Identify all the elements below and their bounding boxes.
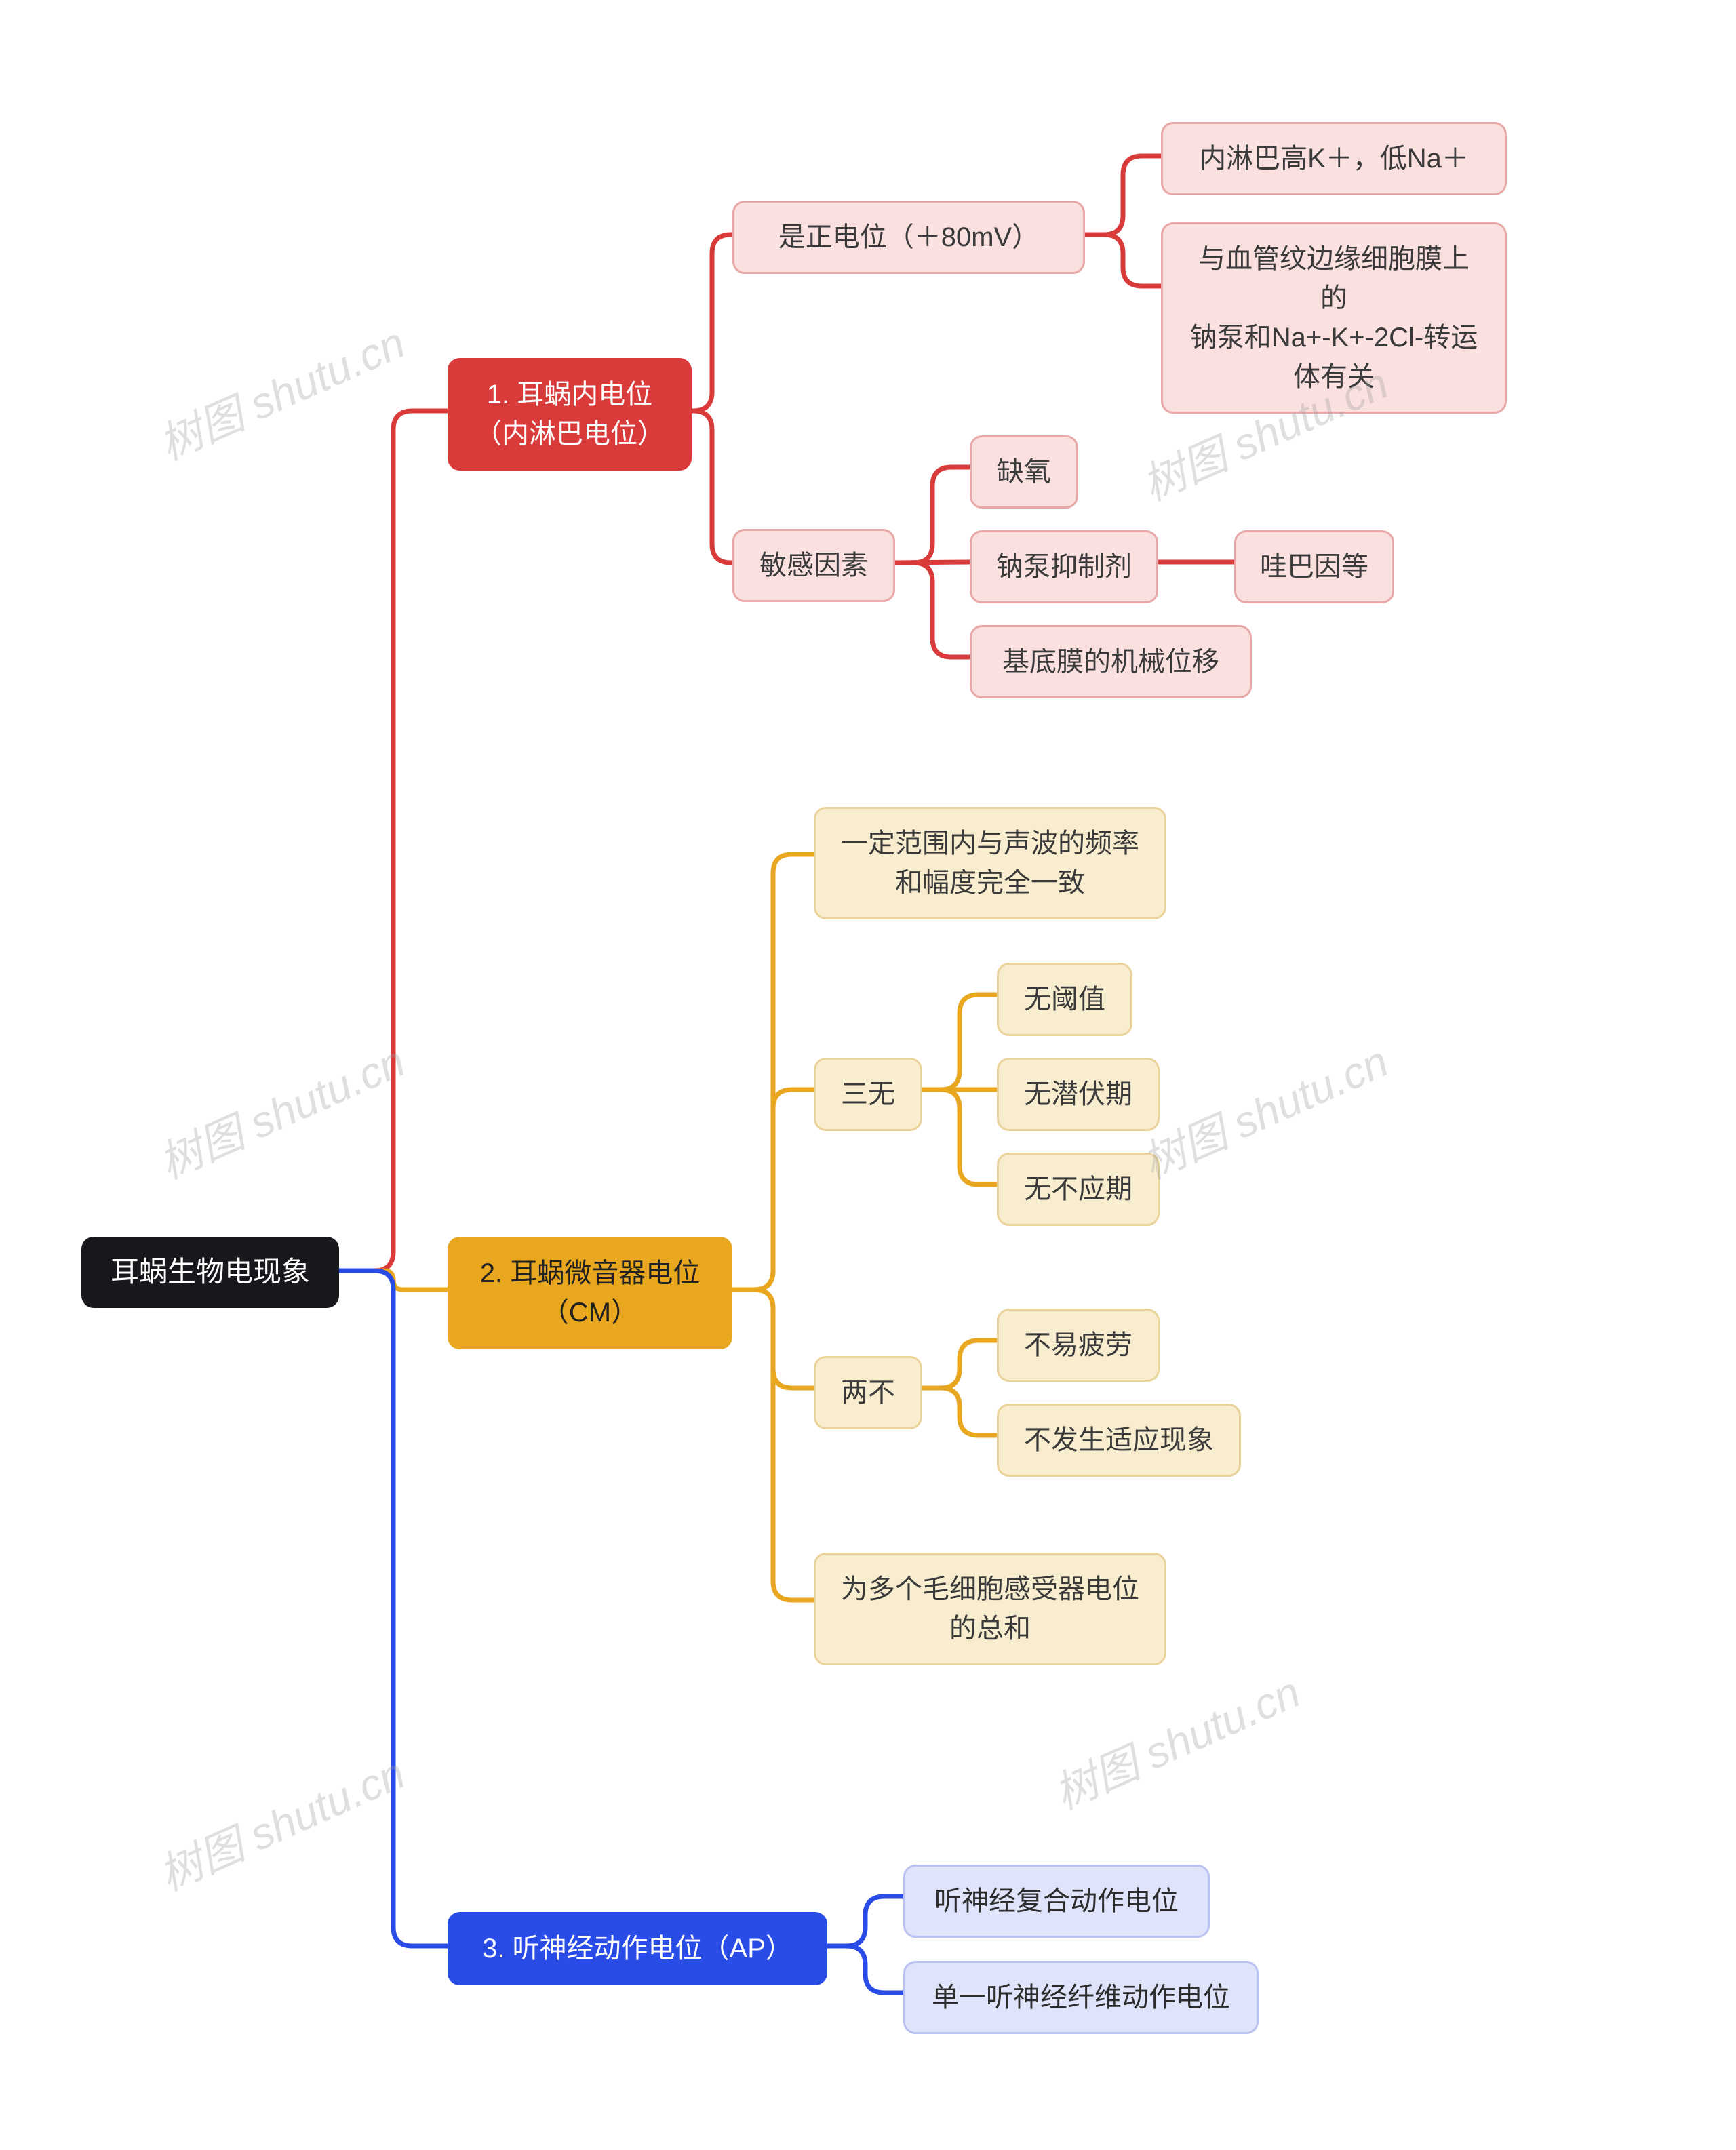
connector [692, 235, 732, 411]
connector [922, 1090, 997, 1185]
branch-b2[interactable]: 2. 耳蜗微音器电位 （CM） [448, 1237, 732, 1349]
connector [827, 1896, 903, 1946]
node-b2c2a[interactable]: 无阈值 [997, 963, 1132, 1036]
node-b1c2c[interactable]: 基底膜的机械位移 [970, 625, 1252, 698]
branch-b3[interactable]: 3. 听神经动作电位（AP） [448, 1912, 827, 1985]
connector [922, 1340, 997, 1388]
node-b3c2[interactable]: 单一听神经纤维动作电位 [903, 1961, 1259, 2034]
node-b1c1a[interactable]: 内淋巴高K＋，低Na＋ [1161, 122, 1507, 195]
node-b1c1[interactable]: 是正电位（＋80mV） [732, 201, 1085, 274]
watermark: 树图 shutu.cn [148, 308, 414, 473]
connector [1085, 235, 1161, 286]
node-b2c3a[interactable]: 不易疲劳 [997, 1309, 1160, 1382]
watermark: 树图 shutu.cn [1043, 1658, 1309, 1822]
node-b3c1[interactable]: 听神经复合动作电位 [903, 1865, 1210, 1938]
connector [922, 1388, 997, 1435]
branch-b1[interactable]: 1. 耳蜗内电位 （内淋巴电位） [448, 358, 692, 471]
connector [827, 1946, 903, 1993]
node-b1c2b1[interactable]: 哇巴因等 [1234, 530, 1394, 603]
connector [1085, 156, 1161, 235]
connector [692, 411, 732, 563]
node-b2c2[interactable]: 三无 [814, 1058, 922, 1131]
watermark: 树图 shutu.cn [1131, 1027, 1397, 1191]
node-b1c1b[interactable]: 与血管纹边缘细胞膜上的 钠泵和Na+-K+-2Cl-转运 体有关 [1161, 222, 1507, 414]
watermark: 树图 shutu.cn [148, 1739, 414, 1903]
connector [895, 562, 970, 563]
connector [339, 411, 448, 1271]
node-b2c1[interactable]: 一定范围内与声波的频率 和幅度完全一致 [814, 807, 1166, 919]
connector [732, 1090, 814, 1290]
node-b1c2[interactable]: 敏感因素 [732, 529, 895, 602]
node-b1c2a[interactable]: 缺氧 [970, 435, 1078, 509]
connector [732, 854, 814, 1290]
connector [895, 467, 970, 563]
watermark: 树图 shutu.cn [148, 1027, 414, 1191]
node-b2c2c[interactable]: 无不应期 [997, 1153, 1160, 1226]
connector [339, 1271, 448, 1290]
connector [732, 1290, 814, 1388]
node-b2c3[interactable]: 两不 [814, 1356, 922, 1429]
node-b1c2b[interactable]: 钠泵抑制剂 [970, 530, 1158, 603]
root-node[interactable]: 耳蜗生物电现象 [81, 1237, 339, 1308]
node-b2c2b[interactable]: 无潜伏期 [997, 1058, 1160, 1131]
connector [895, 563, 970, 657]
connector [339, 1271, 448, 1946]
node-b2c4[interactable]: 为多个毛细胞感受器电位 的总和 [814, 1553, 1166, 1665]
connector [732, 1290, 814, 1600]
connector [922, 995, 997, 1090]
node-b2c3b[interactable]: 不发生适应现象 [997, 1404, 1241, 1477]
